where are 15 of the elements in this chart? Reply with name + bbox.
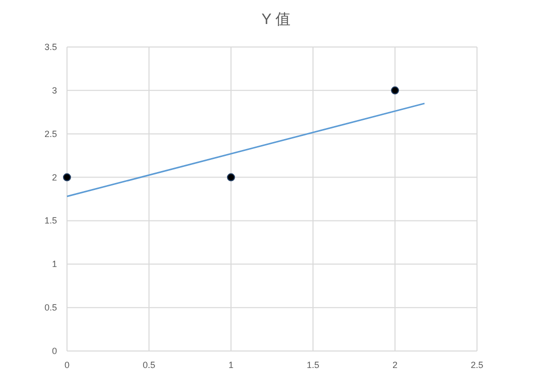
x-tick-label: 2.5 [470,360,484,370]
y-tick-label: 0 [52,346,57,356]
y-tick-label: 3.5 [44,42,57,52]
y-tick-label: 1 [52,259,57,270]
x-tick-label: 0 [64,360,70,370]
x-tick-label: 2 [392,360,398,370]
x-tick-label: 0.5 [142,360,156,370]
y-tick-label: 2.5 [44,128,57,139]
chart-title: Y 值 [262,11,290,28]
y-tick-label: 2 [52,172,57,182]
y-tick-label: 0.5 [44,302,57,313]
y-tick-label: 3 [52,85,57,96]
y-tick-label: 1.5 [44,216,57,226]
x-tick-label: 1 [228,360,234,370]
x-tick-label: 1.5 [306,360,320,370]
